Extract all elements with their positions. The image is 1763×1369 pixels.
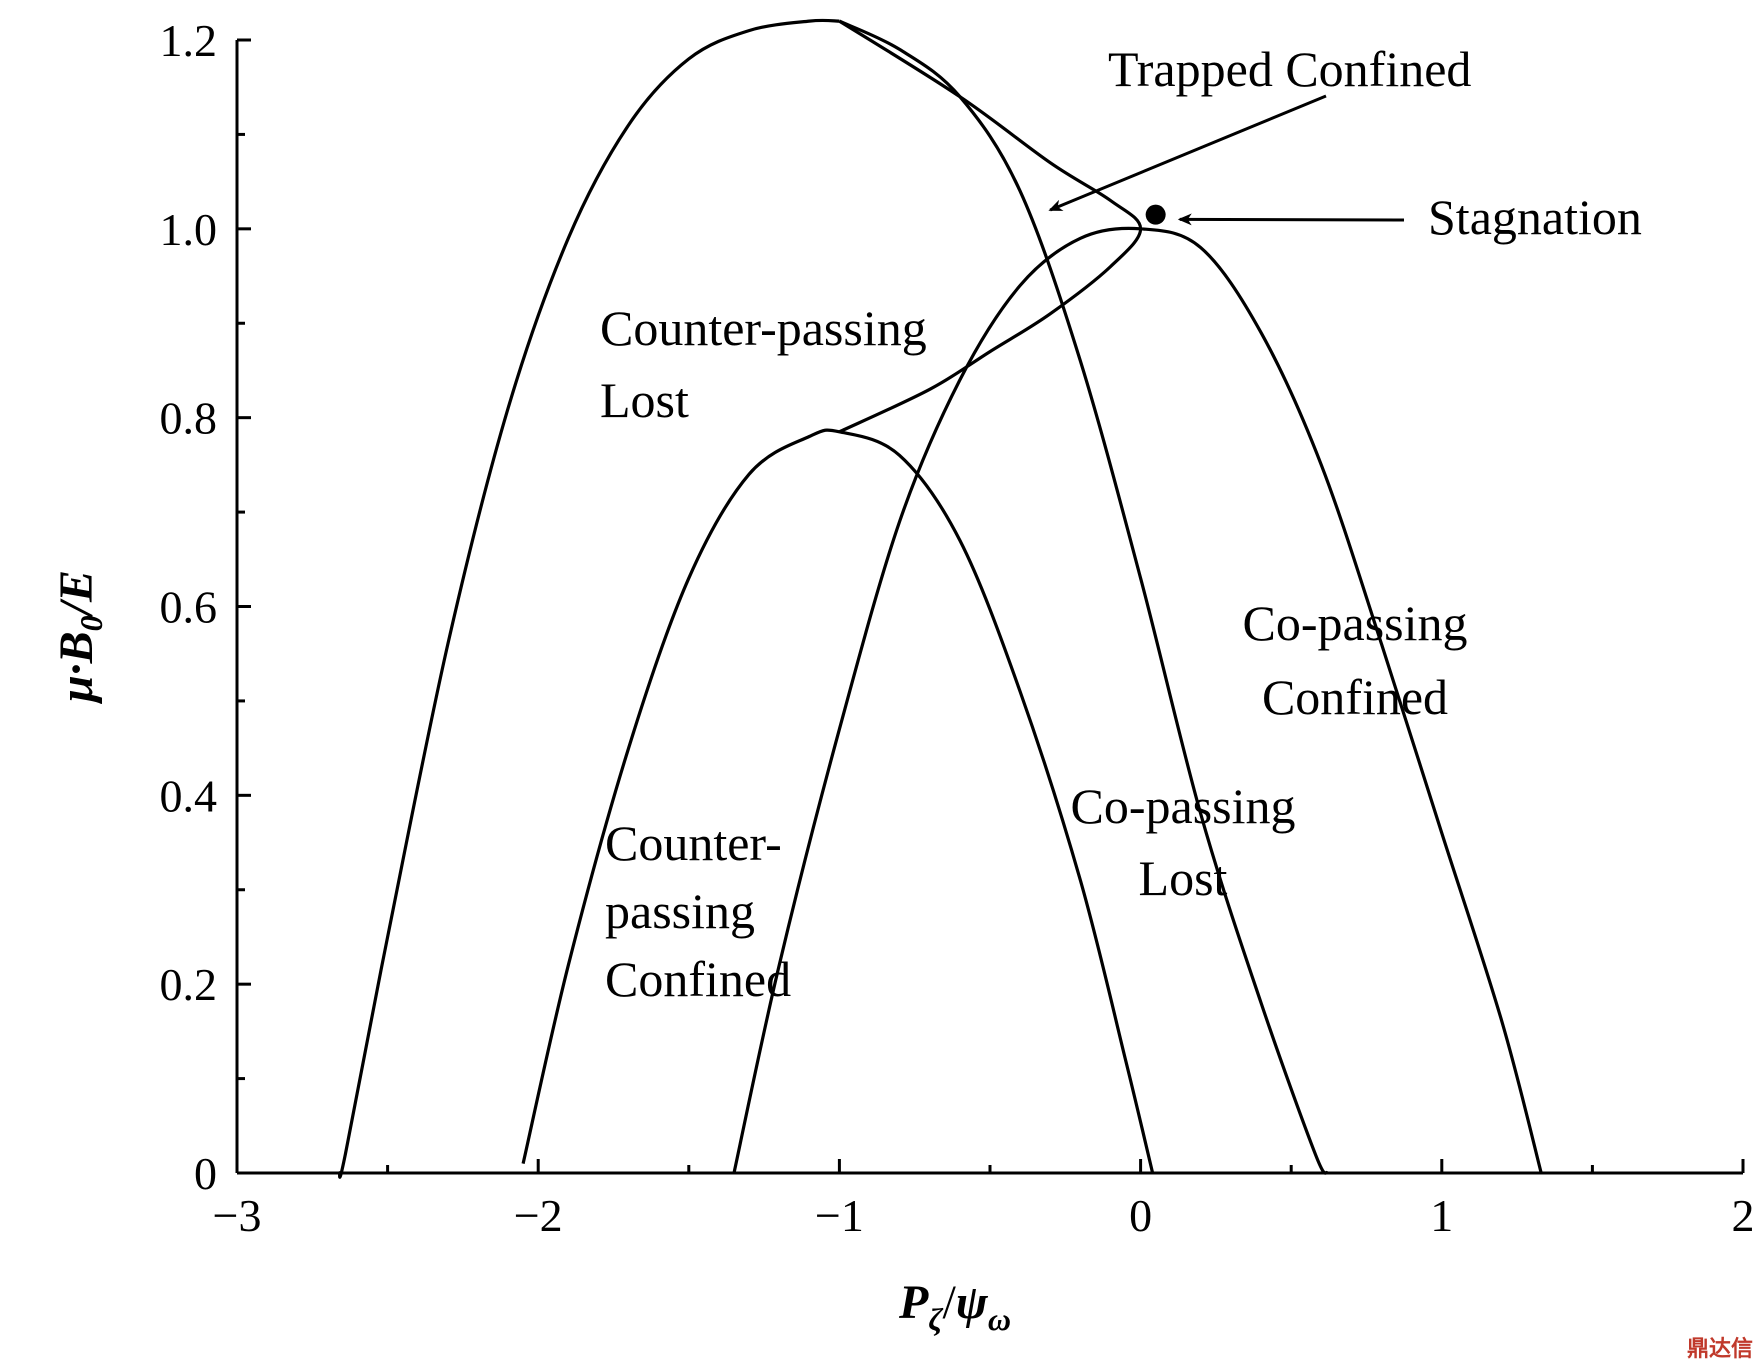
x-tick-label: 1 (1430, 1190, 1453, 1241)
annotation-line: Confined (605, 951, 791, 1007)
curve-trapped-loop (838, 19, 1143, 434)
curve-co-passing-boundary (732, 226, 1543, 1174)
x-axis-title: Pζ/ψω (898, 1276, 1011, 1337)
x-tick-label: 0 (1129, 1190, 1152, 1241)
x-tick-label: −2 (514, 1190, 563, 1241)
y-tick-label: 1.0 (160, 204, 218, 255)
curves (337, 18, 1543, 1179)
curve-inner-counter-boundary (521, 428, 1155, 1174)
annotation-arrow-stagnation (1177, 213, 1405, 226)
annotation-trapped-confined: Trapped Confined (1108, 41, 1471, 97)
annotation-line: passing (605, 883, 755, 939)
x-tick-label: −3 (213, 1190, 262, 1241)
annotation-co-passing-lost: Co-passing Lost (1071, 778, 1296, 906)
y-axis-title-post: /E (50, 570, 103, 618)
x-axis-title-main: P (898, 1276, 929, 1329)
annotation-line: Trapped Confined (1108, 41, 1471, 97)
y-tick-label: 0.2 (160, 959, 218, 1010)
annotations: Trapped Confined Stagnation Counter-passin… (600, 41, 1642, 1007)
annotation-line: Co-passing (1243, 595, 1468, 651)
annotation-line: Lost (1139, 850, 1228, 906)
annotation-line: Counter-passing (600, 300, 927, 356)
x-tick-label: 2 (1732, 1190, 1755, 1241)
annotation-line: Counter- (605, 815, 782, 871)
y-axis-title-pre: μ·B (50, 631, 103, 705)
y-tick-label: 0.4 (160, 770, 218, 821)
y-axis-title: μ·B0/E (50, 570, 109, 705)
y-tick-label: 0.6 (160, 582, 218, 633)
y-tick-label: 1.2 (160, 15, 218, 66)
annotation-stagnation: Stagnation (1428, 189, 1642, 245)
curve-outer-left-boundary (337, 18, 840, 1179)
stagnation-point (1145, 204, 1166, 225)
x-axis-title-sub2: ω (988, 1301, 1011, 1337)
annotation-line: Stagnation (1428, 189, 1642, 245)
y-axis-title-sub: 0 (73, 615, 109, 631)
annotation-co-passing-confined: Co-passing Confined (1243, 595, 1468, 725)
x-axis-title-sep: / (942, 1276, 956, 1329)
annotation-counter-passing-lost: Counter-passing Lost (600, 300, 927, 428)
annotation-arrow-trapped-confined (1048, 94, 1327, 212)
x-tick-label: −1 (815, 1190, 864, 1241)
annotation-line: Co-passing (1071, 778, 1296, 834)
x-axis-title-sub: ζ (928, 1301, 944, 1337)
y-tick-label: 0 (194, 1148, 217, 1199)
y-tick-label: 0.8 (160, 393, 218, 444)
watermark-logo: 鼎达信 (1686, 1337, 1753, 1362)
x-axis-title-main2: ψ (956, 1276, 989, 1329)
annotation-line: Confined (1262, 669, 1448, 725)
annotation-line: Lost (600, 372, 689, 428)
axes: −3 −2 −1 0 1 2 0 0.2 0.4 0.6 0.8 1.0 1.2 (160, 15, 1755, 1241)
annotation-counter-passing-confined: Counter-passing Confined (605, 815, 791, 1007)
